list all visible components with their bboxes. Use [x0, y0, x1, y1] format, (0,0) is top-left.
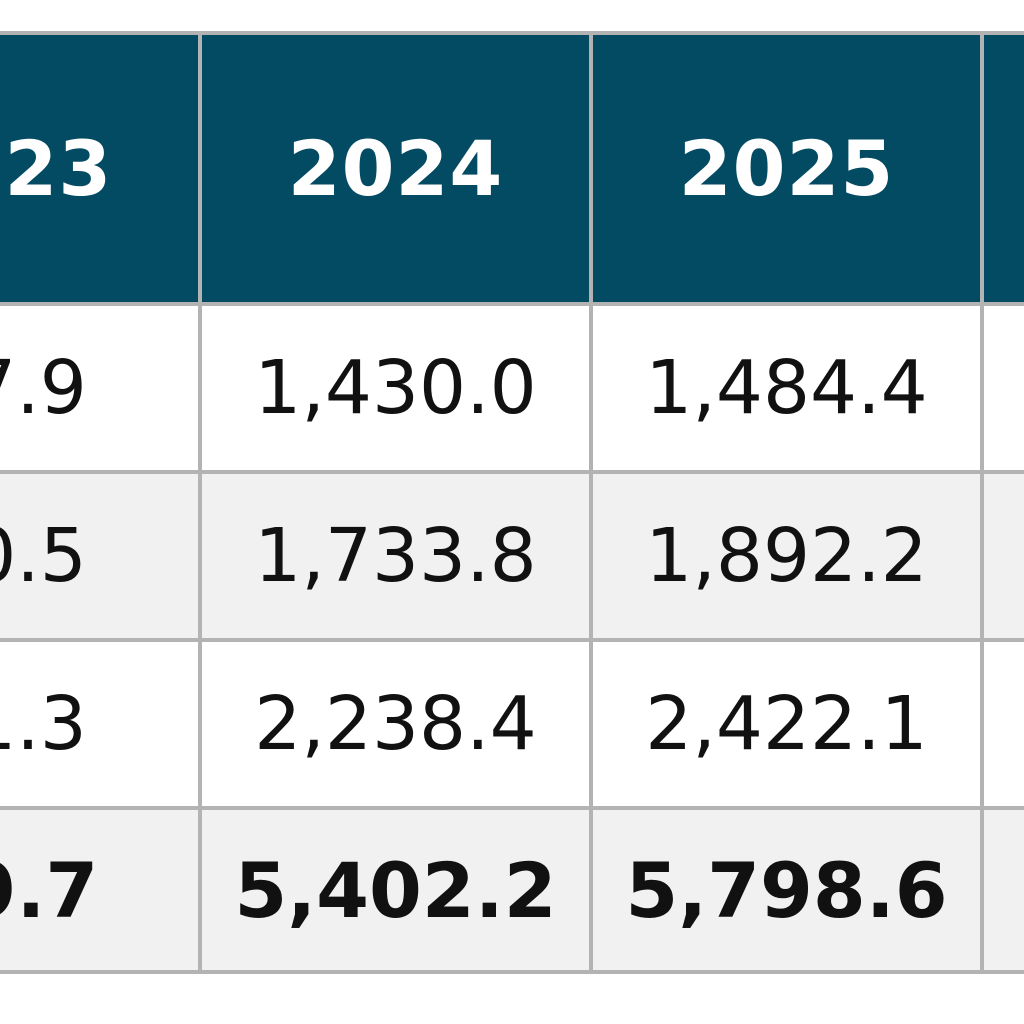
total-cell: 5,402.2 — [198, 806, 593, 974]
table-cell: 1,430.0 — [198, 302, 593, 474]
column-header-2023: 2023 — [0, 31, 202, 306]
table-cell: 1,892.2 — [589, 470, 984, 642]
total-row: 39.7 5,402.2 5,798.6 — [0, 806, 1024, 974]
table-row: 77.9 1,430.0 1,484.4 — [0, 302, 1024, 474]
table-row: 71.3 2,238.4 2,422.1 — [0, 638, 1024, 810]
header-row: 2023 2024 2025 — [0, 31, 1024, 306]
table-cell: 90.5 — [0, 470, 202, 642]
column-header-next — [980, 31, 1024, 306]
table-row: 90.5 1,733.8 1,892.2 — [0, 470, 1024, 642]
table-cell — [980, 638, 1024, 810]
column-header-2025: 2025 — [589, 31, 984, 306]
total-cell: 5,798.6 — [589, 806, 984, 974]
top-margin — [0, 0, 1024, 31]
table-cell: 1,484.4 — [589, 302, 984, 474]
table-cell: 2,422.1 — [589, 638, 984, 810]
footnote-area — [0, 1004, 1024, 1024]
table-cell: 2,238.4 — [198, 638, 593, 810]
data-table: 2023 2024 2025 77.9 1,430.0 1,484.4 90.5… — [0, 31, 1024, 974]
total-cell — [980, 806, 1024, 974]
table-cell — [980, 470, 1024, 642]
table-cell: 1,733.8 — [198, 470, 593, 642]
table-cell: 77.9 — [0, 302, 202, 474]
total-cell: 39.7 — [0, 806, 202, 974]
table-cell — [980, 302, 1024, 474]
table-cell: 71.3 — [0, 638, 202, 810]
column-header-2024: 2024 — [198, 31, 593, 306]
